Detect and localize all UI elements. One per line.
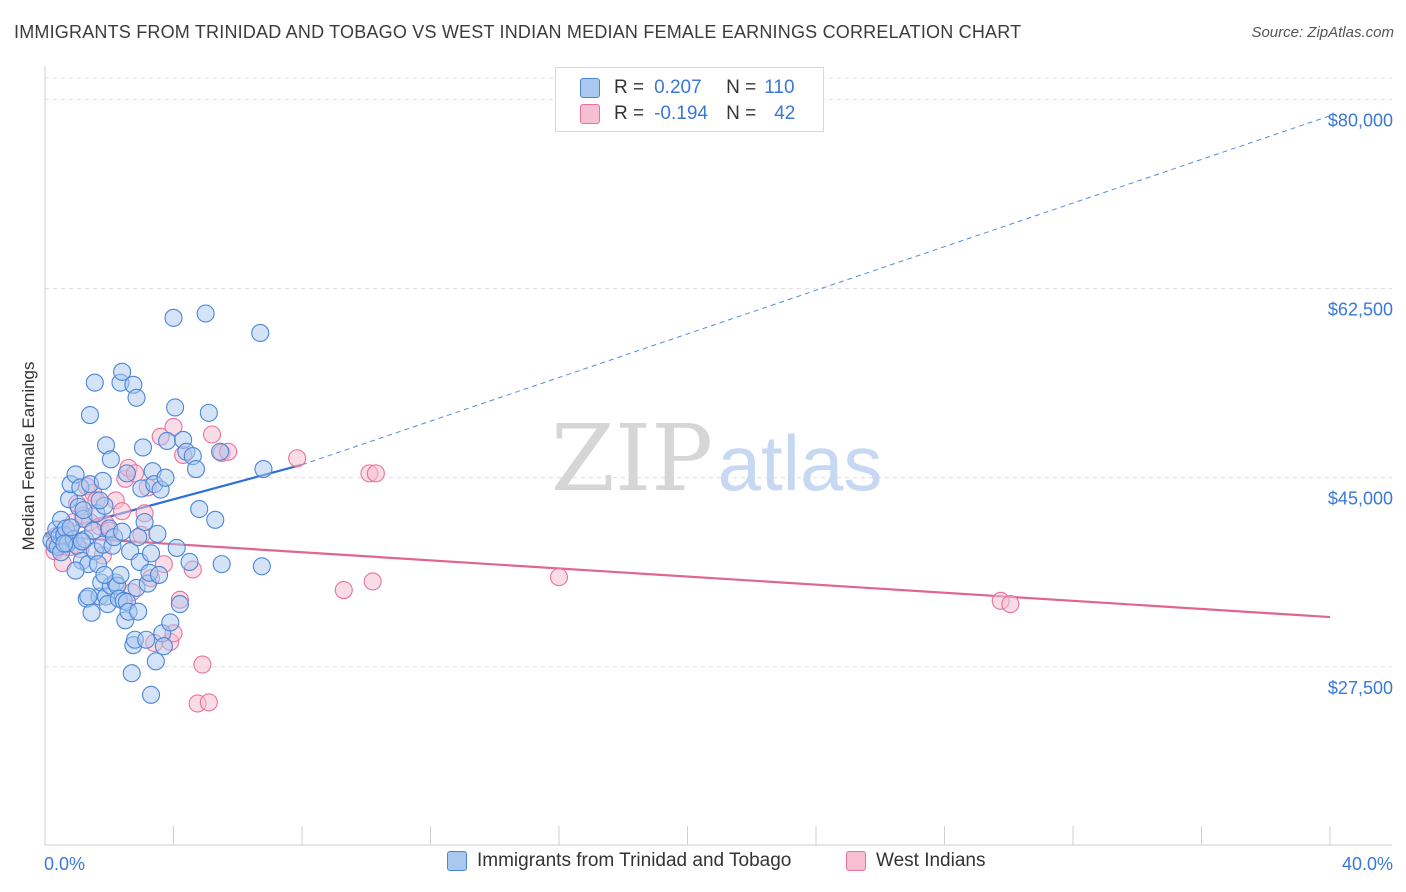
- y-tick-label: $62,500: [1328, 300, 1393, 320]
- trend-lines: [44, 115, 1331, 619]
- point-trinidad-tobago: [135, 512, 154, 532]
- legend-n-value: 42: [774, 103, 796, 124]
- point-west-indians: [363, 572, 382, 591]
- point-trinidad-tobago: [85, 373, 104, 392]
- point-trinidad-tobago: [80, 405, 100, 425]
- legend-r-value: -0.194: [654, 103, 708, 124]
- point-trinidad-tobago: [251, 323, 270, 342]
- point-trinidad-tobago: [61, 518, 80, 537]
- y-tick-label: $80,000: [1328, 111, 1393, 131]
- legend-n-value: 110: [764, 77, 795, 98]
- series-trinidad-tobago-points: [42, 304, 273, 704]
- point-trinidad-tobago: [93, 471, 112, 490]
- legend-r-value: 0.207: [654, 77, 702, 98]
- point-trinidad-tobago: [127, 388, 146, 407]
- x-tick-label: 0.0%: [44, 854, 85, 874]
- source-credit: Source: ZipAtlas.com: [1251, 24, 1394, 41]
- point-west-indians: [334, 581, 353, 600]
- point-trinidad-tobago: [122, 664, 141, 683]
- watermark: ZIP atlas: [551, 405, 882, 512]
- point-trinidad-tobago: [146, 652, 165, 671]
- point-trinidad-tobago: [166, 398, 185, 417]
- trend-line-west-indians: [44, 534, 1331, 619]
- point-trinidad-tobago: [156, 468, 175, 487]
- point-trinidad-tobago: [55, 534, 74, 553]
- point-trinidad-tobago: [167, 538, 186, 557]
- point-trinidad-tobago: [66, 561, 85, 580]
- point-trinidad-tobago: [113, 362, 132, 381]
- watermark-zip: ZIP: [551, 405, 713, 512]
- bottom-legend-trinidad: Immigrants from Trinidad and Tobago: [447, 850, 791, 872]
- axes: [44, 66, 1392, 846]
- axis-labels: $27,500 $45,000 $62,500 $80,000 0.0% 40.0%: [44, 111, 1393, 874]
- point-trinidad-tobago: [158, 431, 177, 451]
- watermark-atlas: atlas: [718, 419, 883, 507]
- point-trinidad-tobago: [82, 603, 101, 622]
- bottom-legend-west-indians: West Indians: [846, 850, 985, 872]
- point-trinidad-tobago: [101, 450, 120, 469]
- point-trinidad-tobago: [211, 442, 230, 461]
- legend-swatch-pink: [580, 104, 600, 124]
- trend-line-trinidad-projection: [301, 115, 1331, 466]
- point-trinidad-tobago: [252, 557, 271, 576]
- chart-title: IMMIGRANTS FROM TRINIDAD AND TOBAGO VS W…: [14, 22, 1022, 42]
- point-trinidad-tobago: [149, 565, 169, 584]
- point-trinidad-tobago: [111, 565, 130, 584]
- legend-n-label: N =: [726, 103, 757, 124]
- legend-row-west-indians: R = -0.194 N = 42: [580, 102, 795, 126]
- point-trinidad-tobago: [141, 544, 161, 563]
- y-tick-label: $27,500: [1328, 678, 1393, 698]
- legend-r-label: R =: [614, 103, 645, 124]
- point-trinidad-tobago: [212, 555, 231, 574]
- bottom-legend-label: West Indians: [876, 850, 986, 871]
- point-trinidad-tobago: [113, 522, 132, 541]
- point-trinidad-tobago: [154, 637, 173, 656]
- point-west-indians: [199, 693, 218, 712]
- point-west-indians: [1001, 595, 1020, 614]
- point-west-indians: [549, 568, 569, 587]
- point-west-indians: [113, 502, 132, 521]
- point-trinidad-tobago: [79, 587, 98, 606]
- point-trinidad-tobago: [117, 464, 136, 483]
- point-trinidad-tobago: [129, 528, 148, 547]
- point-trinidad-tobago: [133, 438, 153, 457]
- point-trinidad-tobago: [196, 304, 215, 323]
- point-trinidad-tobago: [90, 491, 109, 510]
- y-axis-title: Median Female Earnings: [19, 362, 38, 551]
- y-tick-label: $45,000: [1328, 489, 1393, 509]
- point-trinidad-tobago: [72, 532, 91, 551]
- point-west-indians: [366, 464, 385, 483]
- legend-n-label: N =: [726, 77, 757, 98]
- point-trinidad-tobago: [161, 613, 180, 632]
- bottom-legend-label: Immigrants from Trinidad and Tobago: [477, 850, 792, 871]
- point-trinidad-tobago: [206, 510, 225, 529]
- point-trinidad-tobago: [186, 460, 206, 479]
- legend-r-label: R =: [614, 77, 645, 98]
- point-west-indians: [203, 425, 222, 444]
- point-west-indians: [193, 655, 212, 674]
- correlation-legend: R = 0.207 N = 110 R = -0.194 N = 42: [555, 67, 824, 132]
- point-trinidad-tobago: [180, 552, 199, 572]
- legend-row-trinidad: R = 0.207 N = 110: [580, 76, 795, 100]
- point-trinidad-tobago: [95, 565, 114, 584]
- legend-swatch-blue: [447, 851, 467, 871]
- point-trinidad-tobago: [190, 499, 209, 519]
- point-trinidad-tobago: [137, 630, 156, 649]
- point-trinidad-tobago: [254, 460, 273, 479]
- point-trinidad-tobago: [170, 595, 189, 614]
- legend-swatch-blue: [580, 78, 600, 98]
- point-trinidad-tobago: [164, 308, 183, 327]
- point-west-indians: [288, 449, 307, 468]
- point-trinidad-tobago: [148, 524, 167, 543]
- x-tick-label: 40.0%: [1342, 854, 1393, 874]
- point-trinidad-tobago: [129, 602, 148, 621]
- point-trinidad-tobago: [199, 403, 218, 422]
- legend-swatch-pink: [846, 851, 866, 871]
- point-trinidad-tobago: [74, 501, 93, 520]
- point-trinidad-tobago: [141, 685, 161, 704]
